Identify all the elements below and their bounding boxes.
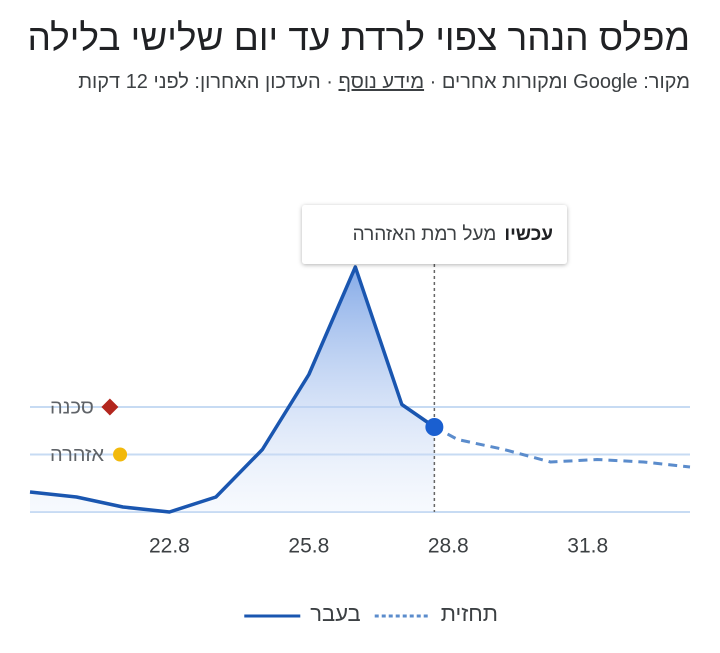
source-line: מקור: Google ומקורות אחרים · מידע נוסף ·… xyxy=(25,67,690,97)
source-text: מקור: Google ומקורות אחרים · xyxy=(424,71,690,93)
x-tick-label: 22.8 xyxy=(149,535,190,558)
past-area xyxy=(30,267,435,512)
tooltip-text: מעל רמת האזהרה xyxy=(353,224,497,245)
update-text: · העדכון האחרון: לפני 12 דקות xyxy=(78,71,339,93)
x-tick-label: 25.8 xyxy=(288,535,329,558)
warning-marker xyxy=(113,447,128,462)
x-tick-label: 28.8 xyxy=(428,535,469,558)
legend-label: בעבר xyxy=(310,601,360,626)
more-info-link[interactable]: מידע נוסף xyxy=(338,71,425,93)
legend-label: תחזית xyxy=(441,601,498,626)
threshold-label: סכנה xyxy=(50,396,94,418)
x-tick-label: 31.8 xyxy=(567,535,608,558)
series-line xyxy=(433,425,691,469)
header: מפלס הנהר צפוי לרדת עד יום שלישי בלילה מ… xyxy=(25,14,690,97)
tooltip-label: עכשיו xyxy=(504,224,553,245)
chart-title: מפלס הנהר צפוי לרדת עד יום שלישי בלילה xyxy=(27,17,690,58)
current-point xyxy=(425,418,444,436)
threshold-label: אזהרה xyxy=(50,444,105,466)
tooltip-box xyxy=(302,205,567,264)
series-line xyxy=(29,265,436,514)
danger-marker xyxy=(101,398,119,416)
